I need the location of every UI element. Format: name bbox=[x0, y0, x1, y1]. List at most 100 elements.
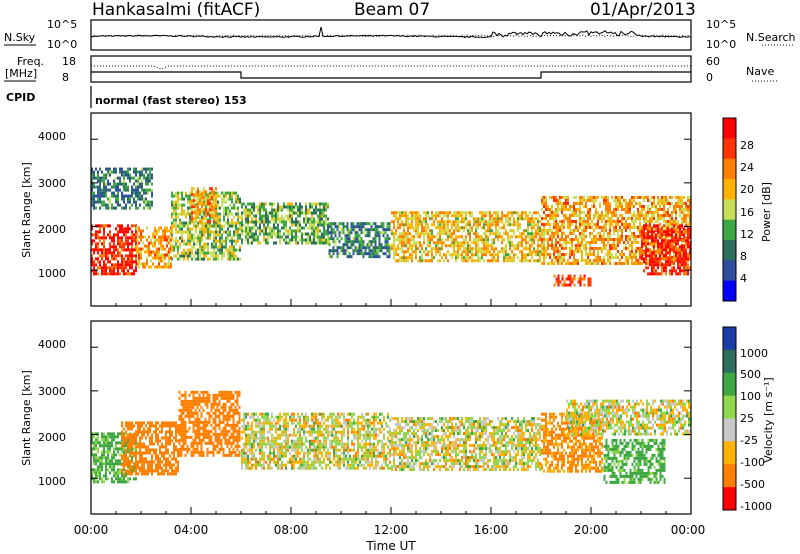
power-cells-cell-2321 bbox=[483, 247, 485, 251]
power-cells-cell-3018 bbox=[589, 210, 591, 214]
power-cells-cell-4053 bbox=[685, 251, 687, 255]
power-cells-cell-1386 bbox=[303, 226, 305, 230]
power-cells-cell-1583 bbox=[342, 252, 345, 256]
power-cells-cell-4347 bbox=[139, 191, 141, 195]
power-cells-cell-184 bbox=[123, 233, 125, 237]
power-cells-cell-2539 bbox=[523, 232, 525, 236]
power-cells-cell-3979 bbox=[673, 230, 675, 234]
power-cells-cell-1697 bbox=[370, 243, 373, 247]
power-cells-cell-4356 bbox=[141, 185, 143, 189]
power-cells-cell-233 bbox=[131, 233, 133, 237]
vel-cells-cell-199 bbox=[123, 450, 125, 454]
power-cells-cell-442 bbox=[171, 245, 173, 249]
vel-cells-cell-344 bbox=[131, 460, 133, 464]
power-cells-cell-3468 bbox=[649, 225, 651, 229]
power-cells-cell-2117 bbox=[449, 253, 451, 257]
power-cells-cell-2747 bbox=[553, 249, 555, 253]
power-cells-cell-4180 bbox=[101, 179, 103, 183]
power-cells-cell-3933 bbox=[665, 239, 667, 243]
power-cells-cell-3505 bbox=[653, 246, 655, 250]
power-cells-cell-649 bbox=[199, 257, 201, 261]
power-cells-cell-1085 bbox=[241, 220, 243, 224]
power-cells-cell-1176 bbox=[259, 220, 261, 224]
power-cells-cell-669 bbox=[203, 194, 205, 198]
power-cells-cell-3718 bbox=[681, 210, 683, 214]
power-cells-cell-178 bbox=[121, 260, 123, 264]
power-cells-cell-4262 bbox=[119, 203, 121, 207]
power-cells-cell-2621 bbox=[537, 229, 539, 233]
power-cells-cell-2542 bbox=[523, 253, 525, 257]
power-cells-cell-3165 bbox=[609, 207, 611, 211]
power-cells-cell-828 bbox=[221, 239, 223, 243]
power-cells-cell-3702 bbox=[679, 207, 681, 211]
power-cells-cell-4299 bbox=[129, 167, 131, 171]
power-cells-cell-2111 bbox=[449, 211, 451, 215]
power-cells-cell-4390 bbox=[149, 173, 151, 177]
power-cells-cell-901 bbox=[231, 212, 233, 216]
power-cells-cell-523 bbox=[183, 209, 185, 213]
power-cells-cell-3045 bbox=[593, 201, 595, 205]
power-cells-cell-453 bbox=[173, 224, 175, 228]
power-cells-cell-3125 bbox=[603, 243, 605, 247]
power-cells-cell-3117 bbox=[603, 216, 605, 220]
power-cells-cell-1118 bbox=[247, 235, 249, 239]
power-cells-cell-3703 bbox=[679, 210, 681, 214]
power-cells-cell-4207 bbox=[107, 170, 109, 174]
power-cells-cell-1972 bbox=[423, 235, 425, 239]
power-cells-cell-1592 bbox=[346, 225, 349, 229]
power-cbar-tick-12: 12 bbox=[740, 228, 754, 241]
power-cells-cell-3321 bbox=[629, 243, 631, 247]
power-cells-cell-811 bbox=[219, 227, 221, 231]
power-cells-cell-4229 bbox=[113, 167, 115, 171]
power-cells-cell-3576 bbox=[663, 219, 665, 223]
power-cells bbox=[91, 167, 691, 287]
power-cells-cell-2948 bbox=[579, 234, 581, 238]
power-cells-cell-4297 bbox=[127, 197, 129, 201]
power-cells-cell-371 bbox=[160, 244, 162, 248]
power-cells-cell-4335 bbox=[137, 182, 139, 186]
power-cells-cell-3941 bbox=[665, 266, 667, 270]
power-cells-cell-298 bbox=[142, 235, 144, 239]
power-cells-cell-880 bbox=[229, 191, 231, 195]
power-cells-cell-2718 bbox=[549, 255, 551, 259]
power-cells-cell-1247 bbox=[273, 229, 275, 233]
power-cells-cell-2665 bbox=[543, 225, 545, 229]
power-cells-cell-2776 bbox=[557, 222, 559, 226]
power-cells-cell-781 bbox=[215, 239, 217, 243]
power-cells-cell-3498 bbox=[653, 213, 655, 217]
power-cells-cell-662 bbox=[201, 236, 203, 240]
power-cells-cell-712 bbox=[207, 224, 209, 228]
power-cells-cell-1588 bbox=[344, 243, 347, 247]
power-cells-cell-1447 bbox=[315, 208, 317, 212]
power-cells-cell-801 bbox=[217, 248, 219, 252]
power-cells-cell-2600 bbox=[533, 232, 535, 236]
power-cells-cell-2727 bbox=[551, 231, 553, 235]
power-cells-cell-1026 bbox=[203, 196, 205, 200]
power-cells-cell-3382 bbox=[637, 240, 639, 244]
power-cells-cell-2995 bbox=[585, 243, 587, 247]
power-cells-cell-3684 bbox=[677, 201, 679, 205]
power-cells-cell-1045 bbox=[209, 199, 211, 203]
power-cells-cell-4394 bbox=[149, 200, 151, 204]
power-cells-cell-4386 bbox=[147, 203, 149, 207]
vel-cells-cell-391 bbox=[139, 451, 141, 455]
power-cells-cell-3570 bbox=[663, 201, 665, 205]
power-cells-cell-1295 bbox=[285, 214, 287, 218]
power-cells-cell-4375 bbox=[145, 197, 147, 201]
power-cells-cell-170 bbox=[121, 230, 123, 234]
power-cells-cell-3852 bbox=[651, 257, 653, 261]
vel-cells-cell-48 bbox=[97, 471, 99, 475]
vel-cells-cell-473 bbox=[151, 472, 153, 476]
power-cells-cell-58 bbox=[101, 254, 103, 258]
power-cells-cell-3322 bbox=[629, 249, 631, 253]
power-cells-cell-807 bbox=[219, 215, 221, 219]
power-cells-cell-2563 bbox=[527, 232, 529, 236]
power-cells-cell-2613 bbox=[535, 250, 537, 254]
power-cells-cell-2104 bbox=[447, 229, 449, 233]
power-cells-cell-99 bbox=[109, 230, 111, 234]
power-cells-cell-1825 bbox=[399, 238, 401, 242]
power-cells-cell-2687 bbox=[545, 231, 547, 235]
power-cells-cell-2102 bbox=[447, 223, 449, 227]
power-cells-cell-10 bbox=[91, 269, 93, 273]
power-cells-cell-3039 bbox=[591, 240, 593, 244]
